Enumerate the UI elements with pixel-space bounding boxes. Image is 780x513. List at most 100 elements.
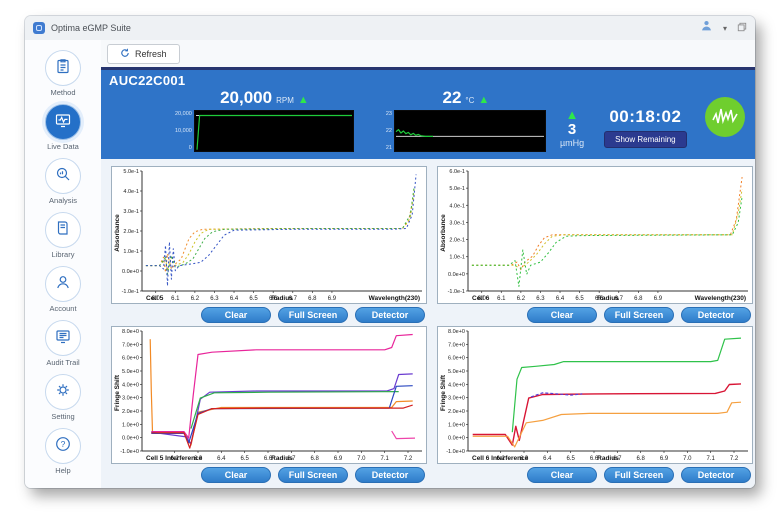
gear-icon bbox=[54, 381, 72, 404]
sidebar-item-library[interactable]: Library bbox=[25, 212, 101, 259]
sidebar-item-audit-trail[interactable]: Audit Trail bbox=[25, 320, 101, 367]
user-icon[interactable] bbox=[700, 19, 713, 37]
speed-value: 20,000 bbox=[220, 88, 273, 107]
sidebar-item-analysis[interactable]: Analysis bbox=[25, 158, 101, 205]
svg-text:6.4: 6.4 bbox=[230, 296, 239, 302]
temperature-trend-up-icon: ▲ bbox=[478, 94, 490, 106]
sidebar-item-label: Account bbox=[49, 304, 77, 313]
analysis-icon bbox=[54, 165, 72, 188]
cell6-interference-chart[interactable]: 8.0e+0 7.0e+0 6.0e+0 5.0e+0 4.0e+0 3.0e+0 2.0e… bbox=[437, 326, 753, 464]
clear-button[interactable]: Clear bbox=[527, 307, 597, 323]
full-screen-button[interactable]: Full Screen bbox=[604, 467, 674, 483]
sidebar-item-account[interactable]: Account bbox=[25, 266, 101, 313]
refresh-icon bbox=[120, 48, 130, 60]
instrument-activity-icon bbox=[704, 97, 745, 137]
sidebar-item-setting[interactable]: Setting bbox=[25, 374, 101, 421]
detector-button[interactable]: Detector bbox=[355, 467, 425, 483]
app-icon bbox=[33, 22, 45, 34]
clear-button[interactable]: Clear bbox=[201, 467, 271, 483]
svg-text:3.0e+0: 3.0e+0 bbox=[122, 396, 139, 402]
svg-text:-1.0e+0: -1.0e+0 bbox=[120, 449, 139, 455]
show-remaining-button[interactable]: Show Remaining bbox=[604, 131, 687, 148]
temperature-spark-axis: 23 22 21 bbox=[385, 111, 392, 151]
svg-text:7.1: 7.1 bbox=[706, 456, 715, 462]
svg-text:6.0e+0: 6.0e+0 bbox=[448, 356, 465, 362]
cell5-absorbance-chart[interactable]: 5.0e-1 4.0e-1 3.0e-1 2.0e-1 1.0e-1 0.0e+0 -1.0… bbox=[111, 166, 427, 304]
svg-text:6.4: 6.4 bbox=[217, 456, 226, 462]
svg-text:4.0e+0: 4.0e+0 bbox=[122, 382, 139, 388]
run-time-group: 00:18:02 Show Remaining bbox=[604, 107, 687, 152]
svg-text:4.0e-1: 4.0e-1 bbox=[123, 189, 139, 195]
svg-text:Radius: Radius bbox=[271, 455, 293, 462]
svg-text:6.9: 6.9 bbox=[328, 296, 337, 302]
cell6-absorbance-panel: 6.0e-1 5.0e-1 4.0e-1 3.0e-1 2.0e-1 1.0e-1 0.0e… bbox=[437, 166, 753, 324]
app-window: Optima eGMP Suite ▾ Method bbox=[25, 16, 755, 488]
svg-text:2.0e+0: 2.0e+0 bbox=[122, 409, 139, 415]
sidebar-item-help[interactable]: ? Help bbox=[25, 428, 101, 475]
user-menu-caret[interactable]: ▾ bbox=[722, 23, 727, 33]
elapsed-time: 00:18:02 bbox=[609, 107, 682, 126]
svg-text:6.0e+0: 6.0e+0 bbox=[122, 356, 139, 362]
svg-text:6.6: 6.6 bbox=[269, 296, 278, 302]
run-id: AUC22C001 bbox=[109, 73, 186, 88]
svg-text:6.0e-1: 6.0e-1 bbox=[449, 169, 465, 175]
svg-text:Wavelength(230): Wavelength(230) bbox=[695, 295, 746, 302]
svg-text:6.2: 6.2 bbox=[517, 296, 526, 302]
svg-text:6.8: 6.8 bbox=[310, 456, 319, 462]
svg-text:6.6: 6.6 bbox=[590, 456, 599, 462]
svg-text:7.0e+0: 7.0e+0 bbox=[448, 342, 465, 348]
svg-text:Radius: Radius bbox=[597, 295, 619, 302]
svg-text:6.6: 6.6 bbox=[264, 456, 273, 462]
svg-text:7.2: 7.2 bbox=[730, 456, 739, 462]
vacuum-trend-up-icon: ▲ bbox=[565, 107, 579, 122]
cell5-interference-chart[interactable]: 8.0e+0 7.0e+0 6.0e+0 5.0e+0 4.0e+0 3.0e+0 2.0e… bbox=[111, 326, 427, 464]
sidebar-item-label: Method bbox=[50, 88, 76, 97]
temperature-unit: °C bbox=[465, 96, 475, 105]
sidebar-item-method[interactable]: Method bbox=[25, 50, 101, 97]
cell6-absorbance-chart[interactable]: 6.0e-1 5.0e-1 4.0e-1 3.0e-1 2.0e-1 1.0e-1 0.0e… bbox=[437, 166, 753, 304]
live-data-icon bbox=[54, 111, 72, 134]
sidebar-item-live-data[interactable]: Live Data bbox=[25, 104, 101, 151]
sidebar-item-label: Audit Trail bbox=[46, 358, 80, 367]
svg-text:2.0e-1: 2.0e-1 bbox=[449, 238, 465, 244]
help-icon: ? bbox=[54, 435, 72, 458]
svg-text:6.3: 6.3 bbox=[536, 296, 545, 302]
svg-text:0.0e+0: 0.0e+0 bbox=[122, 436, 139, 442]
svg-text:Cell 6: Cell 6 bbox=[472, 295, 490, 302]
svg-text:6.3: 6.3 bbox=[210, 296, 219, 302]
svg-text:5.0e+0: 5.0e+0 bbox=[448, 369, 465, 375]
svg-text:-1.0e+0: -1.0e+0 bbox=[446, 449, 465, 455]
svg-text:Absorbance: Absorbance bbox=[440, 214, 447, 252]
svg-text:6.5: 6.5 bbox=[249, 296, 258, 302]
full-screen-button[interactable]: Full Screen bbox=[278, 307, 348, 323]
svg-text:6.4: 6.4 bbox=[543, 456, 552, 462]
detector-button[interactable]: Detector bbox=[681, 307, 751, 323]
detector-button[interactable]: Detector bbox=[355, 307, 425, 323]
temperature-group: 22 °C ▲ 23 22 21 bbox=[386, 88, 546, 152]
speed-spark-axis: 20,000 10,000 0 bbox=[175, 111, 192, 151]
svg-text:1.0e+0: 1.0e+0 bbox=[448, 422, 465, 428]
clear-button[interactable]: Clear bbox=[201, 307, 271, 323]
svg-text:5.0e-1: 5.0e-1 bbox=[123, 169, 139, 175]
svg-text:7.0e+0: 7.0e+0 bbox=[122, 342, 139, 348]
app-title: Optima eGMP Suite bbox=[51, 23, 131, 33]
svg-text:-1.0e-1: -1.0e-1 bbox=[122, 289, 139, 295]
detector-button[interactable]: Detector bbox=[681, 467, 751, 483]
svg-text:7.1: 7.1 bbox=[380, 456, 389, 462]
svg-text:3.0e-1: 3.0e-1 bbox=[123, 209, 139, 215]
full-screen-button[interactable]: Full Screen bbox=[278, 467, 348, 483]
clear-button[interactable]: Clear bbox=[527, 467, 597, 483]
refresh-button[interactable]: Refresh bbox=[107, 43, 180, 64]
svg-text:-1.0e-1: -1.0e-1 bbox=[448, 289, 465, 295]
vacuum-value: 3 bbox=[567, 121, 577, 138]
svg-text:6.5: 6.5 bbox=[566, 456, 575, 462]
temperature-value: 22 bbox=[442, 88, 462, 107]
svg-text:6.2: 6.2 bbox=[191, 296, 200, 302]
svg-text:7.2: 7.2 bbox=[404, 456, 413, 462]
restore-window-icon[interactable] bbox=[737, 22, 747, 35]
svg-text:Fringe Shift: Fringe Shift bbox=[440, 374, 447, 411]
speed-group: 20,000 RPM ▲ 20,000 10,000 0 bbox=[175, 88, 354, 152]
full-screen-button[interactable]: Full Screen bbox=[604, 307, 674, 323]
svg-text:?: ? bbox=[61, 439, 66, 449]
